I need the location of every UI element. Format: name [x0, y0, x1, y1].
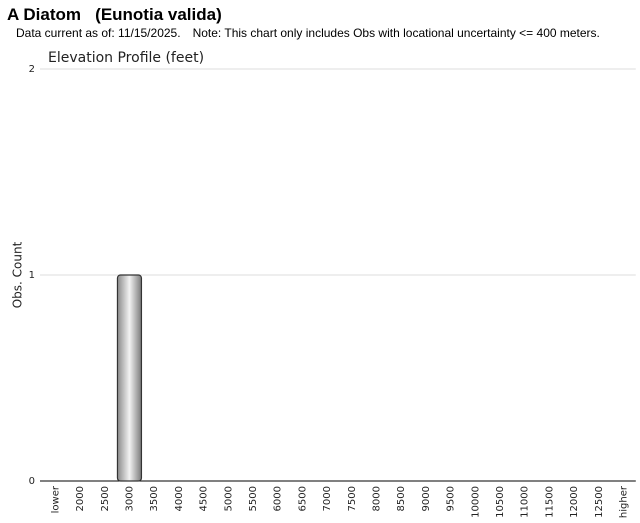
- x-tick-label: 6000: [273, 486, 284, 511]
- x-tick-label: 2500: [100, 486, 111, 511]
- subtitle: Data current as of: 11/15/2025. Note: Thi…: [16, 26, 612, 40]
- date-note: Data current as of: 11/15/2025.: [16, 26, 181, 40]
- x-tick-label: 11500: [544, 486, 555, 518]
- x-tick-label: 5500: [248, 486, 259, 511]
- x-tick-label: 10500: [495, 486, 506, 518]
- x-tick-label: 5000: [223, 486, 234, 511]
- page-title: A Diatom (Eunotia valida): [7, 5, 222, 24]
- x-tick-label: 11000: [520, 486, 531, 518]
- x-tick-label: 3000: [124, 486, 135, 511]
- x-tick-label: 10000: [470, 486, 481, 518]
- x-tick-label: lower: [50, 485, 61, 513]
- y-tick-label: 1: [29, 270, 35, 281]
- note: Note: This chart only includes Obs with …: [192, 26, 600, 40]
- x-tick-label: 8000: [371, 486, 382, 511]
- chart-title: Elevation Profile (feet): [48, 50, 204, 66]
- x-tick-label: higher: [618, 485, 629, 518]
- x-tick-label: 9500: [446, 486, 457, 511]
- y-tick-label: 0: [29, 476, 35, 487]
- x-tick-label: 2000: [75, 486, 86, 511]
- bar: [116, 274, 143, 482]
- y-axis-label: Obs. Count: [11, 241, 25, 308]
- x-tick-label: 4500: [199, 486, 210, 511]
- y-tick-label: 2: [29, 64, 35, 75]
- x-tick-label: 12500: [594, 486, 605, 518]
- x-tick-label: 4000: [174, 486, 185, 511]
- x-tick-label: 7000: [322, 486, 333, 511]
- x-tick-label: 8500: [396, 486, 407, 511]
- x-tick-label: 9000: [421, 486, 432, 511]
- x-tick-label: 6500: [297, 486, 308, 511]
- x-tick-label: 12000: [569, 486, 580, 518]
- x-tick-label: 3500: [149, 486, 160, 511]
- x-tick-label: 7500: [347, 486, 358, 511]
